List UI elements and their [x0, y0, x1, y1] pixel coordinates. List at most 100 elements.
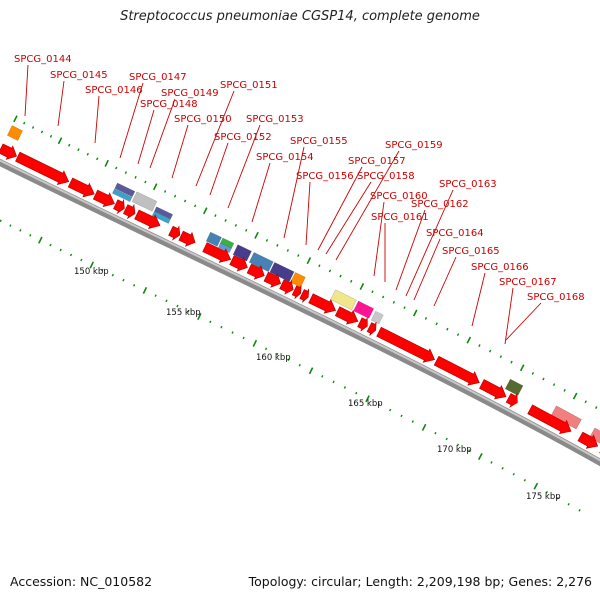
scale-label: 160 kbp	[256, 353, 291, 363]
tick-mark	[111, 273, 114, 277]
gene-label: SPCG_0168	[527, 292, 585, 303]
tick-mark	[0, 219, 2, 223]
gene-label: SPCG_0147	[129, 72, 187, 83]
tick-mark	[545, 490, 549, 494]
feature-block	[550, 405, 582, 430]
tick-mark	[77, 148, 80, 152]
tick-mark	[392, 300, 396, 304]
leader-line	[471, 272, 486, 327]
leader-line	[251, 162, 271, 223]
cds-arrow	[246, 263, 265, 280]
tick-mark	[563, 388, 566, 392]
leader-line	[283, 146, 305, 239]
leader-line	[209, 142, 229, 196]
tick-mark	[523, 478, 527, 482]
tick-mark	[68, 143, 71, 147]
tick-mark	[163, 190, 167, 193]
tick-mark	[154, 294, 157, 297]
gene-label: SPCG_0157	[348, 156, 406, 167]
tick-mark	[578, 509, 581, 512]
cds-arrow	[334, 306, 359, 325]
cds-arrow	[229, 255, 248, 272]
feature-block	[330, 289, 357, 311]
tick-mark	[80, 258, 83, 262]
tick-mark	[31, 126, 35, 129]
leader-line	[305, 181, 311, 246]
cds-arrow	[577, 431, 599, 449]
tick-mark	[381, 295, 385, 299]
feature-block	[589, 427, 600, 444]
tick-mark	[477, 453, 483, 460]
leader-line	[325, 181, 372, 255]
tick-mark	[343, 386, 347, 389]
tick-mark	[69, 253, 73, 257]
gene-label: SPCG_0155	[290, 136, 348, 147]
tick-mark	[245, 228, 248, 232]
tick-mark	[165, 299, 168, 303]
scale-label: 165 kbp	[348, 399, 383, 409]
tick-mark	[265, 238, 269, 242]
leader-line	[317, 166, 363, 251]
tick-mark	[297, 254, 300, 257]
leader-line	[413, 238, 441, 301]
tick-mark	[183, 199, 187, 203]
tick-mark	[133, 284, 136, 287]
tick-mark	[122, 278, 125, 282]
tick-mark	[9, 224, 12, 227]
tick-mark	[176, 304, 179, 308]
tick-mark	[276, 352, 279, 356]
cds-arrow	[113, 198, 125, 215]
scale-label: 150 kbp	[74, 267, 109, 277]
feature-block	[370, 310, 384, 325]
leader-line	[405, 189, 454, 297]
leader-line	[373, 201, 385, 277]
cds-arrow	[299, 288, 310, 303]
tick-mark	[144, 180, 147, 184]
tick-mark	[29, 233, 32, 237]
tick-mark	[531, 371, 535, 375]
feature-block	[112, 188, 133, 203]
leader-line	[24, 64, 29, 117]
gene-label: SPCG_0148	[140, 99, 198, 110]
tick-mark	[572, 392, 578, 400]
tick-mark	[411, 420, 414, 423]
cds-arrow	[92, 189, 115, 208]
cds-arrow	[479, 379, 507, 400]
tick-mark	[193, 204, 197, 208]
tick-mark	[542, 377, 545, 381]
gene-label: SPCG_0164	[426, 228, 484, 239]
tick-mark	[57, 137, 63, 145]
gene-label: SPCG_0167	[499, 277, 557, 288]
tick-mark	[220, 325, 223, 329]
tick-mark	[254, 231, 259, 239]
tick-mark	[306, 257, 312, 265]
tick-mark	[533, 482, 539, 490]
feature-block	[504, 378, 524, 396]
leader-line	[335, 150, 400, 261]
gene-label: SPCG_0153	[246, 114, 304, 125]
tick-mark	[49, 134, 53, 138]
tick-mark	[49, 243, 52, 247]
tick-mark	[252, 339, 258, 347]
cds-arrow	[178, 230, 196, 247]
tick-mark	[197, 313, 202, 321]
tick-mark	[456, 333, 460, 337]
tick-mark	[264, 347, 268, 351]
genome-stats-text: Topology: circular; Length: 2,209,198 bp…	[248, 574, 592, 589]
tick-mark	[19, 229, 22, 232]
tick-mark	[359, 283, 365, 291]
cds-arrows	[0, 143, 600, 454]
tick-mark	[38, 236, 43, 244]
tick-mark	[173, 194, 177, 198]
feature-block	[248, 252, 274, 273]
tick-mark	[231, 331, 234, 334]
tick-mark	[23, 121, 26, 125]
tick-mark	[115, 166, 118, 170]
feature-block	[353, 300, 375, 319]
tick-mark	[187, 310, 190, 313]
tick-mark	[214, 214, 217, 217]
accession-text: Accession: NC_010582	[10, 574, 153, 589]
feature-block	[151, 210, 171, 224]
tick-mark	[96, 157, 99, 161]
